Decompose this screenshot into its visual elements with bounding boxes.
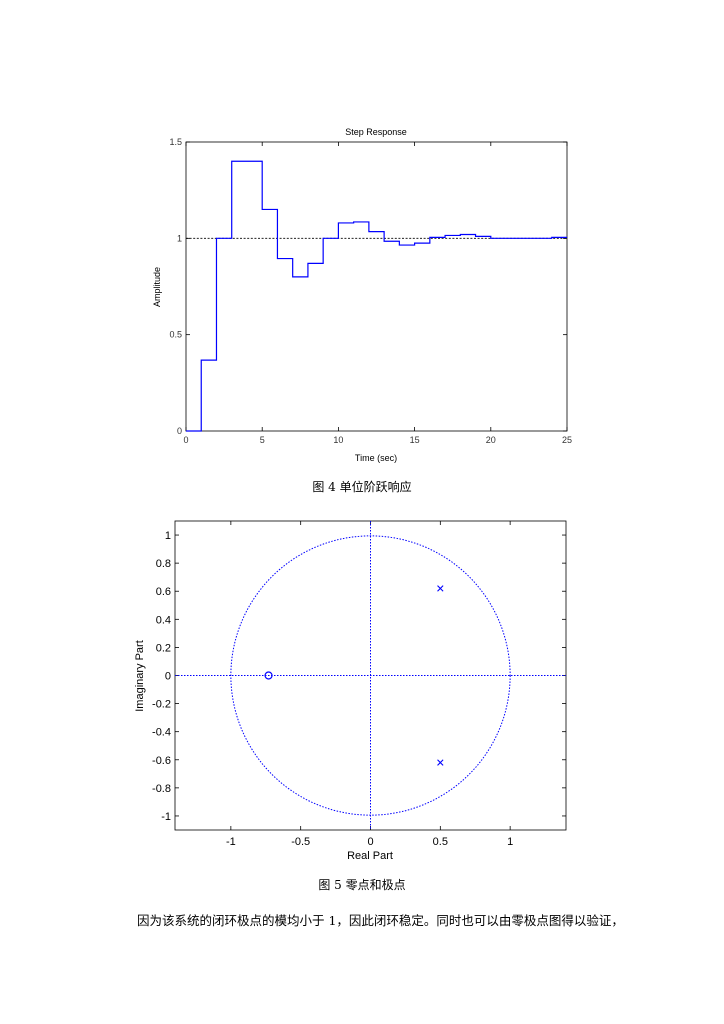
step-response-series xyxy=(186,160,567,432)
x-tick-label: -1 xyxy=(226,836,236,848)
y-tick-label: 0.6 xyxy=(156,586,171,598)
y-tick-label: 0.4 xyxy=(156,614,171,626)
y-tick-label: -0.2 xyxy=(152,699,171,711)
y-tick-label: 1 xyxy=(165,530,171,542)
x-tick-label: 5 xyxy=(260,435,265,445)
step-plot-frame xyxy=(185,141,568,432)
y-tick-label: 0 xyxy=(165,671,171,683)
body-paragraph: 因为该系统的闭环极点的模均小于 1，因此闭环稳定。同时也可以由零极点图得以验证， xyxy=(137,913,624,928)
y-tick-label: -0.6 xyxy=(152,755,171,767)
x-tick-label: 10 xyxy=(333,435,343,445)
pole-marker xyxy=(437,759,444,766)
step-chart-title: Step Response xyxy=(345,127,407,137)
y-tick-label: -0.8 xyxy=(152,783,171,795)
step-x-axis-label: Time (sec) xyxy=(355,453,397,463)
y-tick-label: 1 xyxy=(177,233,182,243)
y-tick-label: 0.8 xyxy=(156,558,171,570)
y-tick-label: -0.4 xyxy=(152,727,171,739)
step-y-axis-label: Amplitude xyxy=(152,267,162,307)
y-tick-label: -1 xyxy=(161,811,171,823)
x-tick-label: 15 xyxy=(410,435,420,445)
pole-marker xyxy=(437,585,444,592)
y-tick-label: 1.5 xyxy=(169,137,182,147)
x-tick-label: 1 xyxy=(507,836,513,848)
x-tick-label: 25 xyxy=(562,435,572,445)
x-tick-label: 0.5 xyxy=(433,836,448,848)
pz-y-axis-label: Imaginary Part xyxy=(134,640,146,712)
pz-x-axis-label: Real Part xyxy=(347,850,393,862)
figure-4-caption: 图 4 单位阶跃响应 xyxy=(312,480,412,494)
x-tick-label: 20 xyxy=(486,435,496,445)
figure-5-caption: 图 5 零点和极点 xyxy=(318,878,406,892)
zero-marker xyxy=(264,671,273,680)
y-tick-label: 0.2 xyxy=(156,642,171,654)
x-tick-label: 0 xyxy=(367,836,373,848)
x-tick-label: -0.5 xyxy=(291,836,310,848)
y-tick-label: 0 xyxy=(177,426,182,436)
x-tick-label: 0 xyxy=(183,435,188,445)
step-response-chart: Step Response Time (sec) Amplitude 0 5 10 1… xyxy=(152,127,572,463)
pole-zero-chart: Real Part Imaginary Part -1 -0.5 0 0.5 1 -1 -0… xyxy=(134,520,567,862)
y-tick-label: 0.5 xyxy=(169,330,182,340)
